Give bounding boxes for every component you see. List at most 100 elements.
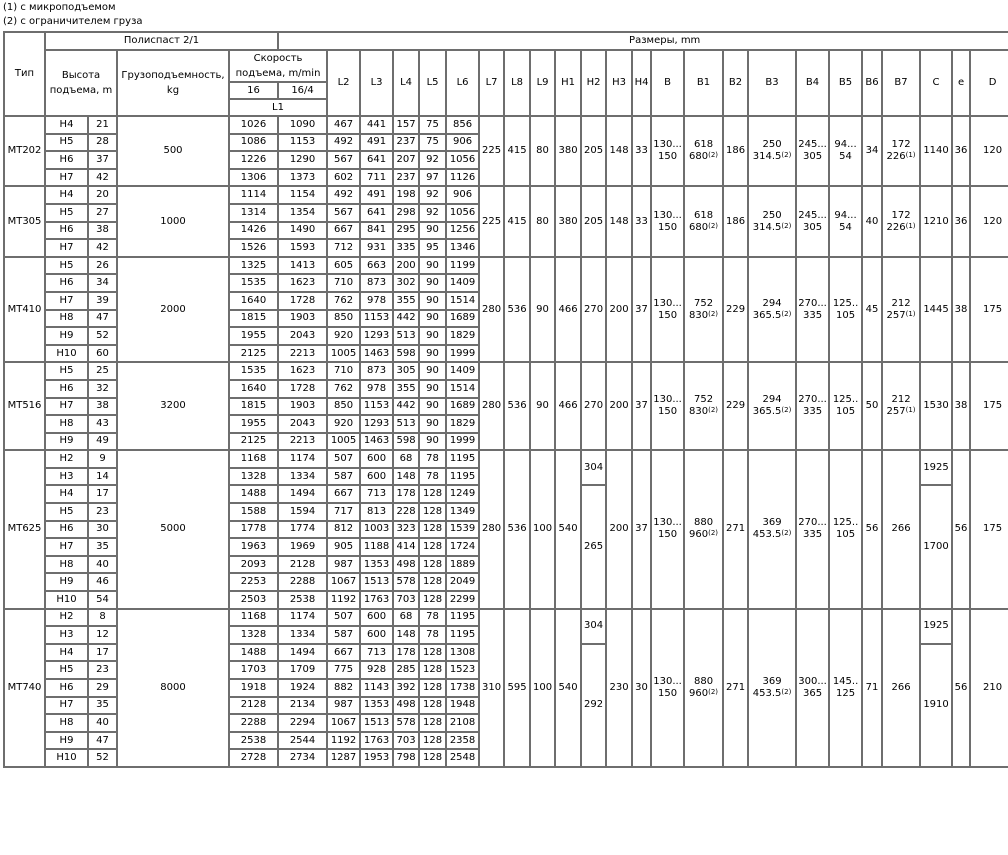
dim-b1: 618 680(2) bbox=[683, 185, 725, 258]
l5: 128 bbox=[418, 590, 448, 610]
l4: 703 bbox=[392, 730, 421, 751]
l1-speed-16: 1535 bbox=[227, 361, 280, 381]
dim-l9: 100 bbox=[529, 607, 557, 768]
value-line-1: 250 bbox=[762, 209, 782, 221]
l2: 1192 bbox=[326, 730, 362, 751]
l4: 68 bbox=[392, 607, 421, 628]
lift-height: 52 bbox=[87, 748, 118, 768]
dim-e: 38 bbox=[951, 255, 972, 364]
dim-l9: 80 bbox=[529, 185, 557, 258]
l2: 507 bbox=[326, 449, 362, 469]
dim-e: 56 bbox=[951, 607, 972, 768]
dim-h4: 33 bbox=[631, 185, 653, 258]
l3: 873 bbox=[359, 361, 395, 381]
l2: 587 bbox=[326, 625, 362, 645]
header-h3: H3 bbox=[605, 49, 634, 117]
dim-d: 120 bbox=[969, 114, 1008, 188]
l6: 1249 bbox=[445, 484, 481, 505]
l2: 812 bbox=[326, 519, 362, 540]
lift-height: 20 bbox=[87, 185, 118, 205]
l4: 302 bbox=[392, 273, 421, 293]
value-line-1: 752 bbox=[694, 394, 714, 406]
dim-l7: 280 bbox=[478, 449, 506, 610]
l1-speed-16-4: 1090 bbox=[277, 115, 329, 135]
l2: 905 bbox=[326, 537, 362, 557]
hook-position: H2 bbox=[44, 607, 89, 628]
dim-c: 1925 bbox=[919, 449, 954, 487]
l3: 1293 bbox=[359, 326, 395, 346]
hook-position: H2 bbox=[44, 449, 89, 469]
table-row: MT625 H2 9 5000 1168 1174 507 600 68 78 1195 280 536… bbox=[3, 449, 1008, 610]
l1-speed-16-4: 2538 bbox=[277, 590, 329, 610]
header-dimensions: Размеры, mm bbox=[277, 31, 1008, 51]
l3: 663 bbox=[359, 255, 395, 276]
l2: 507 bbox=[326, 607, 362, 628]
l1-speed-16: 1640 bbox=[227, 378, 280, 399]
l3: 1513 bbox=[359, 572, 395, 593]
l3: 978 bbox=[359, 378, 395, 399]
table-row: H10 60 2125 2213 1005 1463 598 90 1999 bbox=[4, 343, 1008, 364]
header-l3: L3 bbox=[359, 49, 395, 117]
l5: 128 bbox=[418, 572, 448, 593]
lift-height: 47 bbox=[87, 308, 118, 329]
l3: 1188 bbox=[359, 537, 395, 557]
lift-height: 23 bbox=[87, 660, 118, 680]
l1-speed-16: 1955 bbox=[227, 414, 280, 434]
value-line-1: 294 bbox=[762, 297, 782, 309]
l2: 762 bbox=[326, 378, 362, 399]
dim-h2: 205 bbox=[580, 185, 608, 258]
dim-b4: 245... 305 bbox=[795, 185, 831, 258]
header-lift-height: Высота подъема, m bbox=[44, 49, 118, 117]
value-line-2: 226 bbox=[886, 151, 906, 163]
footnote-ref: (2) bbox=[781, 687, 792, 696]
l5: 128 bbox=[418, 678, 448, 698]
l5: 92 bbox=[418, 150, 448, 170]
dim-b3: 294 365.5(2) bbox=[747, 255, 798, 364]
dim-l7: 280 bbox=[478, 255, 506, 364]
dim-h1: 466 bbox=[554, 361, 583, 452]
table-row: H10 52 2728 2734 1287 1953 798 128 2548 bbox=[4, 748, 1008, 768]
l4: 498 bbox=[392, 695, 421, 716]
dim-b7: 266 bbox=[881, 607, 922, 768]
value-line-1: 250 bbox=[762, 139, 782, 151]
l5: 78 bbox=[418, 625, 448, 645]
l5: 95 bbox=[418, 238, 448, 258]
l5: 75 bbox=[418, 132, 448, 153]
dim-h2: 304 bbox=[580, 449, 608, 487]
l2: 882 bbox=[326, 678, 362, 698]
l5: 128 bbox=[418, 484, 448, 505]
model-type: MT202 bbox=[3, 114, 46, 188]
header-type: Тип bbox=[3, 31, 46, 117]
value-line-2: 150 bbox=[658, 151, 678, 163]
l3: 1763 bbox=[359, 590, 395, 610]
hook-position: H7 bbox=[44, 396, 89, 417]
dim-b6: 40 bbox=[861, 185, 884, 258]
l2: 717 bbox=[326, 502, 362, 522]
l6: 1256 bbox=[445, 220, 481, 241]
lift-height: 32 bbox=[87, 378, 118, 399]
value-line-2: 257 bbox=[886, 309, 906, 321]
dim-b1: 880 960(2) bbox=[683, 449, 725, 610]
hook-position: H4 bbox=[44, 484, 89, 505]
value-line-2: 314.5 bbox=[752, 221, 782, 233]
hook-position: H9 bbox=[44, 431, 89, 452]
value-line-1: 130... bbox=[653, 675, 682, 687]
l1-speed-16-4: 1709 bbox=[277, 660, 329, 680]
hook-position: H9 bbox=[44, 572, 89, 593]
dim-h3: 148 bbox=[605, 114, 634, 188]
dim-b3: 250 314.5(2) bbox=[747, 185, 798, 258]
l3: 641 bbox=[359, 150, 395, 170]
l3: 928 bbox=[359, 660, 395, 680]
hook-position: H5 bbox=[44, 132, 89, 153]
l2: 467 bbox=[326, 115, 362, 135]
l1-speed-16-4: 1728 bbox=[277, 290, 329, 311]
l4: 392 bbox=[392, 678, 421, 698]
value-line-2: 150 bbox=[658, 406, 678, 418]
lift-height: 17 bbox=[87, 484, 118, 505]
footnote-ref: (2) bbox=[708, 687, 719, 696]
value-line-2: 365 bbox=[803, 687, 823, 699]
dim-c: 1700 bbox=[919, 484, 954, 610]
value-line-2: 125 bbox=[836, 687, 856, 699]
lift-height: 54 bbox=[87, 590, 118, 610]
l6: 1056 bbox=[445, 150, 481, 170]
